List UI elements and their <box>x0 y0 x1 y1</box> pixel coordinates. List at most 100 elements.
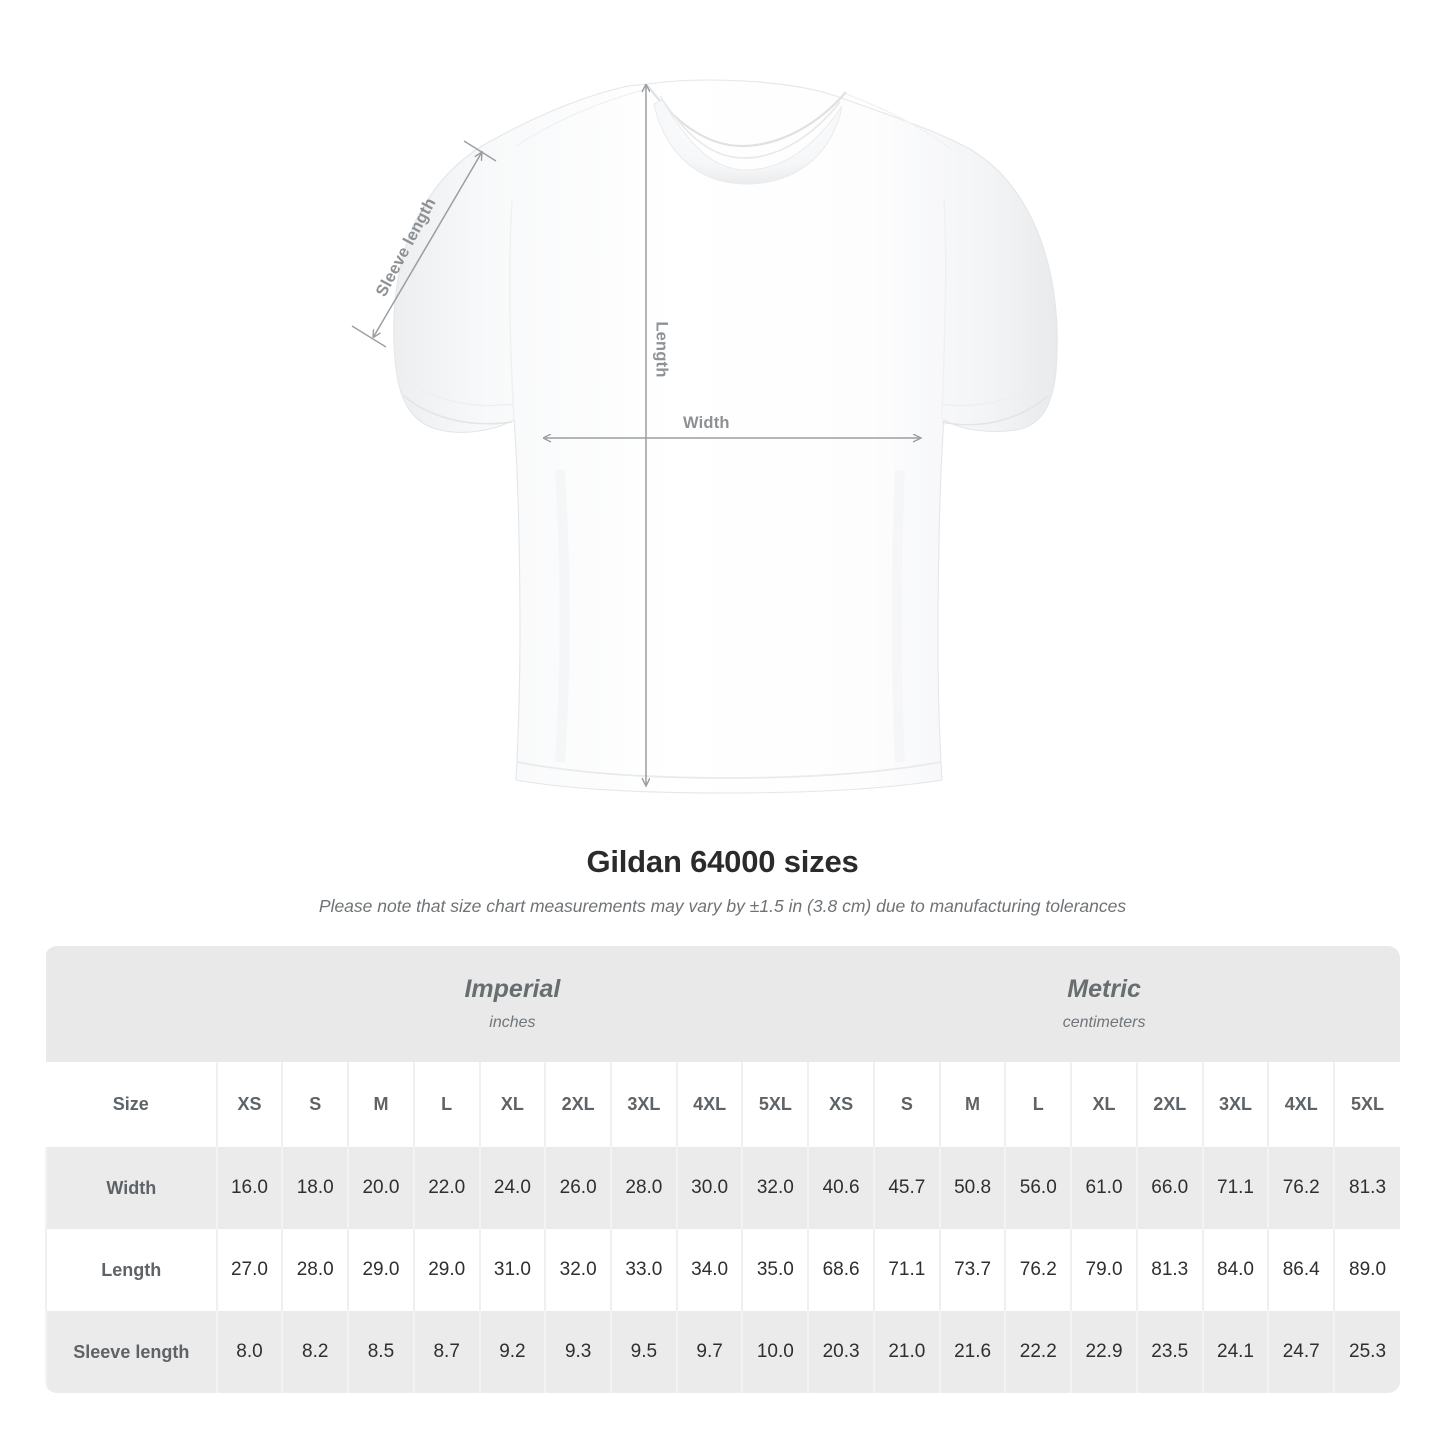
sleeve-length-arrow <box>374 152 482 336</box>
right-armhole-seam <box>941 199 947 421</box>
table-cell: 81.3 <box>1333 1147 1400 1229</box>
table-cell: 32.0 <box>544 1229 612 1311</box>
size-header-metric-3xl: 3XL <box>1201 1062 1269 1147</box>
table-cell: 20.0 <box>347 1147 414 1229</box>
size-header-label: Size <box>112 1094 149 1114</box>
cell-value: 23.5 <box>1151 1341 1189 1362</box>
table-cell: 45.7 <box>872 1147 940 1229</box>
unit-banner-spacer <box>46 946 217 1062</box>
size-label: 2XL <box>561 1094 595 1114</box>
cell-value: 76.2 <box>1019 1259 1057 1280</box>
table-cell: 28.0 <box>610 1147 677 1229</box>
cell-value: 26.0 <box>559 1177 597 1198</box>
cell-value: 9.2 <box>499 1341 526 1362</box>
left-sleeve-fold <box>396 371 514 407</box>
cell-value: 56.0 <box>1019 1177 1057 1198</box>
table-cell: 29.0 <box>412 1229 480 1311</box>
row-label-cell: Width <box>45 1147 217 1229</box>
table-cell: 10.0 <box>741 1311 809 1393</box>
cell-value: 27.0 <box>230 1259 268 1280</box>
table-cell: 50.8 <box>938 1147 1006 1229</box>
table-cell: 22.9 <box>1070 1311 1137 1393</box>
cell-value: 45.7 <box>888 1177 926 1198</box>
size-header-label-cell: Size <box>46 1062 217 1147</box>
cell-value: 86.4 <box>1282 1259 1320 1280</box>
cell-value: 35.0 <box>756 1259 794 1280</box>
size-label: 3XL <box>1218 1094 1252 1114</box>
cell-value: 31.0 <box>493 1259 531 1280</box>
cell-value: 33.0 <box>625 1259 663 1280</box>
row-label: Length <box>101 1259 162 1280</box>
cell-value: 24.1 <box>1217 1341 1254 1362</box>
table-cell: 26.0 <box>544 1147 612 1229</box>
cell-value: 8.0 <box>236 1341 263 1362</box>
table-cell: 31.0 <box>478 1229 546 1311</box>
table-cell: 79.0 <box>1070 1229 1137 1311</box>
size-label: L <box>1032 1094 1044 1114</box>
cell-value: 34.0 <box>691 1259 729 1280</box>
size-header-imperial-3xl: 3XL <box>610 1062 677 1147</box>
table-cell: 66.0 <box>1135 1147 1203 1229</box>
table-cell: 71.1 <box>872 1229 940 1311</box>
table-cell: 24.7 <box>1267 1311 1335 1393</box>
cell-value: 71.1 <box>1217 1177 1254 1198</box>
size-label: 5XL <box>758 1094 792 1114</box>
cell-value: 84.0 <box>1217 1259 1254 1280</box>
bottom-hem <box>516 761 942 779</box>
cell-value: 32.0 <box>559 1259 597 1280</box>
table-cell: 86.4 <box>1267 1229 1335 1311</box>
table-row: Length 27.0 28.0 29.0 29.0 31.0 32.0 33.0 34.0 35… <box>45 1229 1400 1311</box>
cell-value: 81.3 <box>1349 1177 1387 1198</box>
size-header-imperial-2xl: 2XL <box>544 1062 612 1147</box>
size-label: S <box>309 1094 322 1114</box>
cell-value: 30.0 <box>691 1177 729 1198</box>
sleeve-length-tick-bottom <box>351 325 387 348</box>
size-header-imperial-xl: XL <box>478 1062 546 1147</box>
cell-value: 9.5 <box>630 1341 658 1362</box>
table-cell: 16.0 <box>215 1147 283 1229</box>
size-header-metric-s: S <box>872 1062 940 1147</box>
cell-value: 16.0 <box>230 1177 268 1198</box>
body-fold-left <box>555 469 570 763</box>
tolerance-note: Please note that size chart measurements… <box>318 896 1127 916</box>
cell-value: 68.6 <box>822 1259 860 1280</box>
right-sleeve-hem <box>941 395 1049 426</box>
cell-value: 29.0 <box>428 1259 466 1280</box>
size-header-metric-xl: XL <box>1070 1062 1137 1147</box>
collar-inner <box>659 95 841 159</box>
table-row: Sleeve length 8.0 8.2 8.5 8.7 9.2 9.3 9.5 9.7 10.… <box>45 1311 1400 1393</box>
cell-value: 76.2 <box>1282 1177 1320 1198</box>
size-header-metric-5xl: 5XL <box>1333 1062 1400 1147</box>
size-header-imperial-l: L <box>412 1062 480 1147</box>
cell-value: 21.6 <box>954 1341 992 1362</box>
cell-value: 9.7 <box>696 1341 723 1362</box>
cell-value: 22.2 <box>1019 1341 1057 1362</box>
size-chart-table-container: Imperial inches Metric centimeters Size XS S M L… <box>45 946 1400 1393</box>
table-cell: 21.6 <box>938 1311 1006 1393</box>
cell-value: 50.8 <box>954 1177 992 1198</box>
table-cell: 8.5 <box>347 1311 414 1393</box>
unit-name: Imperial <box>464 975 561 1004</box>
cell-value: 28.0 <box>625 1177 663 1198</box>
cell-value: 24.0 <box>493 1177 531 1198</box>
size-header-imperial-m: M <box>347 1062 414 1147</box>
table-cell: 76.2 <box>1004 1229 1072 1311</box>
size-label: 4XL <box>1284 1094 1318 1114</box>
table-cell: 35.0 <box>741 1229 809 1311</box>
cell-value: 81.3 <box>1151 1259 1189 1280</box>
table-cell: 24.1 <box>1201 1311 1269 1393</box>
table-cell: 56.0 <box>1004 1147 1072 1229</box>
table-row: Width 16.0 18.0 20.0 22.0 24.0 26.0 28.0 30.0 32.… <box>45 1147 1400 1229</box>
table-cell: 89.0 <box>1333 1229 1400 1311</box>
size-label: XS <box>829 1094 854 1114</box>
cell-value: 8.7 <box>433 1341 460 1362</box>
measurement-arrows <box>351 86 921 786</box>
cell-value: 79.0 <box>1085 1259 1123 1280</box>
cell-value: 73.7 <box>954 1259 992 1280</box>
table-cell: 30.0 <box>675 1147 743 1229</box>
table-cell: 29.0 <box>347 1229 414 1311</box>
row-label: Sleeve length <box>73 1341 190 1362</box>
title-block: Gildan 64000 sizes Please note that size… <box>0 844 1445 917</box>
cell-value: 66.0 <box>1151 1177 1189 1198</box>
tshirt-diagram: Sleeve length Length Width <box>351 79 1058 794</box>
